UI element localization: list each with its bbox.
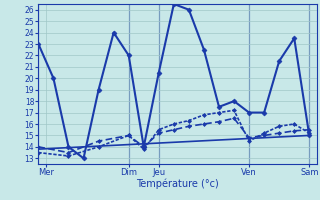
- X-axis label: Température (°c): Température (°c): [136, 179, 219, 189]
